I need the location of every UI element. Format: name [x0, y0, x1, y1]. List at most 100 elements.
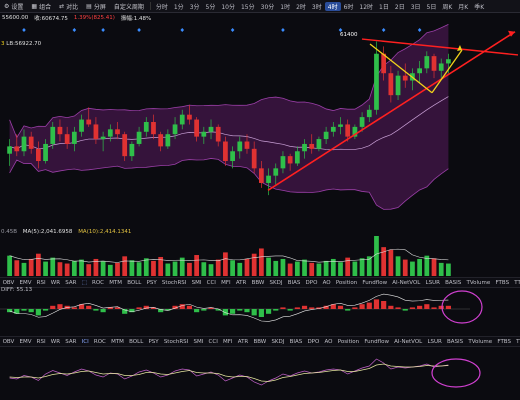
indicator-tab-11[interactable]: SMI: [193, 338, 204, 345]
macd-bar: [158, 309, 164, 313]
info-item-3: 振幅:1.48%: [120, 15, 152, 22]
indicator-tab-25[interactable]: TVolume: [466, 279, 491, 286]
timeframe-16[interactable]: 5日: [426, 3, 437, 11]
oscillator-chart[interactable]: [0, 346, 520, 400]
bollinger-band: [9, 24, 449, 210]
indicator-tab-15[interactable]: BBW: [251, 279, 265, 286]
timeframe-11[interactable]: 6时: [343, 3, 354, 11]
indicator-tab-13[interactable]: MFI: [221, 279, 231, 286]
indicator-tab-11[interactable]: SMI: [191, 279, 202, 286]
timeframe-6[interactable]: 30分: [260, 3, 275, 11]
indicator-tab-17[interactable]: BIAS: [289, 338, 303, 345]
indicator-tab-27[interactable]: TTSI: [516, 338, 520, 345]
indicator-tab-3[interactable]: WR: [50, 279, 61, 286]
indicator-tab-9[interactable]: PSY: [148, 338, 159, 345]
volume-chart[interactable]: [0, 232, 520, 277]
macd-bar: [345, 309, 351, 311]
price-chart[interactable]: 61400: [0, 22, 520, 222]
indicator-tab-16[interactable]: SKDJ: [271, 338, 285, 345]
indicator-tab-13[interactable]: MFI: [223, 338, 233, 345]
info-item-2: 1.39%(825.41): [73, 14, 115, 21]
indicator-tab-26[interactable]: FTBS: [497, 338, 511, 345]
timeframe-0[interactable]: 分时: [155, 3, 168, 11]
timeframe-7[interactable]: 1时: [280, 3, 291, 11]
indicator-tab-23[interactable]: LSUR: [427, 338, 442, 345]
toolbar-button-4[interactable]: 自定义周期: [110, 2, 148, 11]
indicator-tab-22[interactable]: AI-NetVOL: [394, 338, 423, 345]
macd-chart[interactable]: [0, 287, 520, 332]
indicator-tab-21[interactable]: Fundflow: [362, 279, 388, 286]
indicator-tab-0[interactable]: OBV: [2, 338, 15, 345]
macd-bar: [50, 305, 56, 309]
volume-bar: [151, 260, 156, 276]
timeframe-13[interactable]: 1日: [379, 3, 389, 11]
timeframe-15[interactable]: 3日: [410, 3, 421, 11]
indicator-tab-12[interactable]: CCI: [206, 279, 216, 286]
indicator-tab-6[interactable]: ROC: [93, 338, 106, 345]
indicator-tab-0[interactable]: OBV: [2, 279, 15, 286]
indicator-tab-20[interactable]: Position: [337, 338, 360, 345]
indicator-tab-8[interactable]: BOLL: [127, 279, 142, 286]
candle-body: [107, 129, 113, 137]
indicator-tab-26[interactable]: FTBS: [495, 279, 510, 286]
indicator-tab-17[interactable]: BIAS: [287, 279, 301, 286]
indicator-tab-19[interactable]: AO: [324, 338, 333, 345]
indicator-tab-21[interactable]: Fundflow: [364, 338, 389, 345]
macd-bar: [445, 305, 451, 309]
timeframe-3[interactable]: 5分: [205, 3, 216, 11]
toolbar-button-0[interactable]: ⚙ 设置: [0, 2, 27, 11]
toolbar-divider: [149, 2, 151, 10]
timeframe-12[interactable]: 12时: [359, 3, 374, 11]
indicator-tab-25[interactable]: TVolume: [468, 338, 493, 345]
indicator-tab-1[interactable]: EMV: [19, 279, 32, 286]
timeframe-1[interactable]: 1分: [173, 3, 184, 11]
volume-bar: [381, 247, 387, 276]
candle-body: [129, 143, 135, 157]
candle-body: [438, 63, 444, 71]
indicator-tab-15[interactable]: BBW: [253, 338, 267, 345]
indicator-tab-24[interactable]: BASIS: [445, 279, 462, 286]
indicator-tab-19[interactable]: AO: [322, 279, 331, 286]
indicator-tab-16[interactable]: SKDJ: [269, 279, 283, 286]
indicator-tab-22[interactable]: AI-NetVOL: [392, 279, 421, 286]
toolbar-button-1[interactable]: ▦ 组合: [27, 2, 55, 11]
indicator-tab-7[interactable]: MTM: [109, 279, 123, 286]
indicator-tab-2[interactable]: RSI: [36, 279, 46, 286]
timeframe-8[interactable]: 2时: [296, 3, 306, 11]
timeframe-10[interactable]: 4时: [324, 1, 341, 11]
timeframe-19[interactable]: 季K: [474, 3, 485, 11]
indicator-tab-18[interactable]: DPO: [305, 279, 318, 286]
timeframe-4[interactable]: 10分: [221, 3, 235, 11]
indicator-tab-20[interactable]: Position: [335, 279, 358, 286]
timeframe-17[interactable]: 周K: [442, 3, 453, 11]
indicator-tab-5[interactable]: ⬚: [81, 279, 87, 286]
indicator-tab-4[interactable]: SAR: [65, 279, 77, 286]
indicator-tab-18[interactable]: DPO: [307, 338, 320, 345]
indicator-tab-3[interactable]: WR: [50, 338, 61, 345]
indicator-tab-23[interactable]: LSUR: [425, 279, 440, 286]
candle-body: [251, 148, 257, 169]
timeframe-2[interactable]: 3分: [189, 3, 200, 11]
toolbar-button-2[interactable]: ⇄ 对比: [55, 2, 82, 11]
indicator-tab-27[interactable]: TTSI: [514, 279, 520, 286]
indicator-tab-6[interactable]: ROC: [92, 279, 104, 286]
indicator-tab-14[interactable]: ATR: [235, 279, 247, 286]
indicator-tab-9[interactable]: PSY: [146, 279, 157, 286]
indicator-tab-5[interactable]: ICI: [81, 338, 89, 345]
candle-body: [64, 134, 70, 144]
indicator-tab-12[interactable]: CCI: [208, 338, 218, 345]
indicator-tab-4[interactable]: SAR: [65, 338, 77, 345]
indicator-tab-2[interactable]: RSI: [36, 338, 46, 345]
timeframe-9[interactable]: 3时: [311, 3, 322, 11]
indicator-tab-10[interactable]: StochRSI: [161, 279, 187, 286]
indicator-tab-24[interactable]: BASIS: [447, 338, 464, 345]
timeframe-5[interactable]: 15分: [240, 3, 255, 11]
indicator-tab-14[interactable]: ATR: [237, 338, 249, 345]
indicator-tab-8[interactable]: BOLL: [129, 338, 144, 345]
indicator-tab-10[interactable]: StochRSI: [163, 338, 189, 345]
toolbar-button-3[interactable]: ▤ 分屏: [82, 2, 110, 11]
timeframe-18[interactable]: 月K: [458, 3, 469, 11]
indicator-tab-1[interactable]: EMV: [19, 338, 32, 345]
indicator-tab-7[interactable]: MTM: [111, 338, 124, 345]
timeframe-14[interactable]: 2日: [394, 3, 405, 11]
